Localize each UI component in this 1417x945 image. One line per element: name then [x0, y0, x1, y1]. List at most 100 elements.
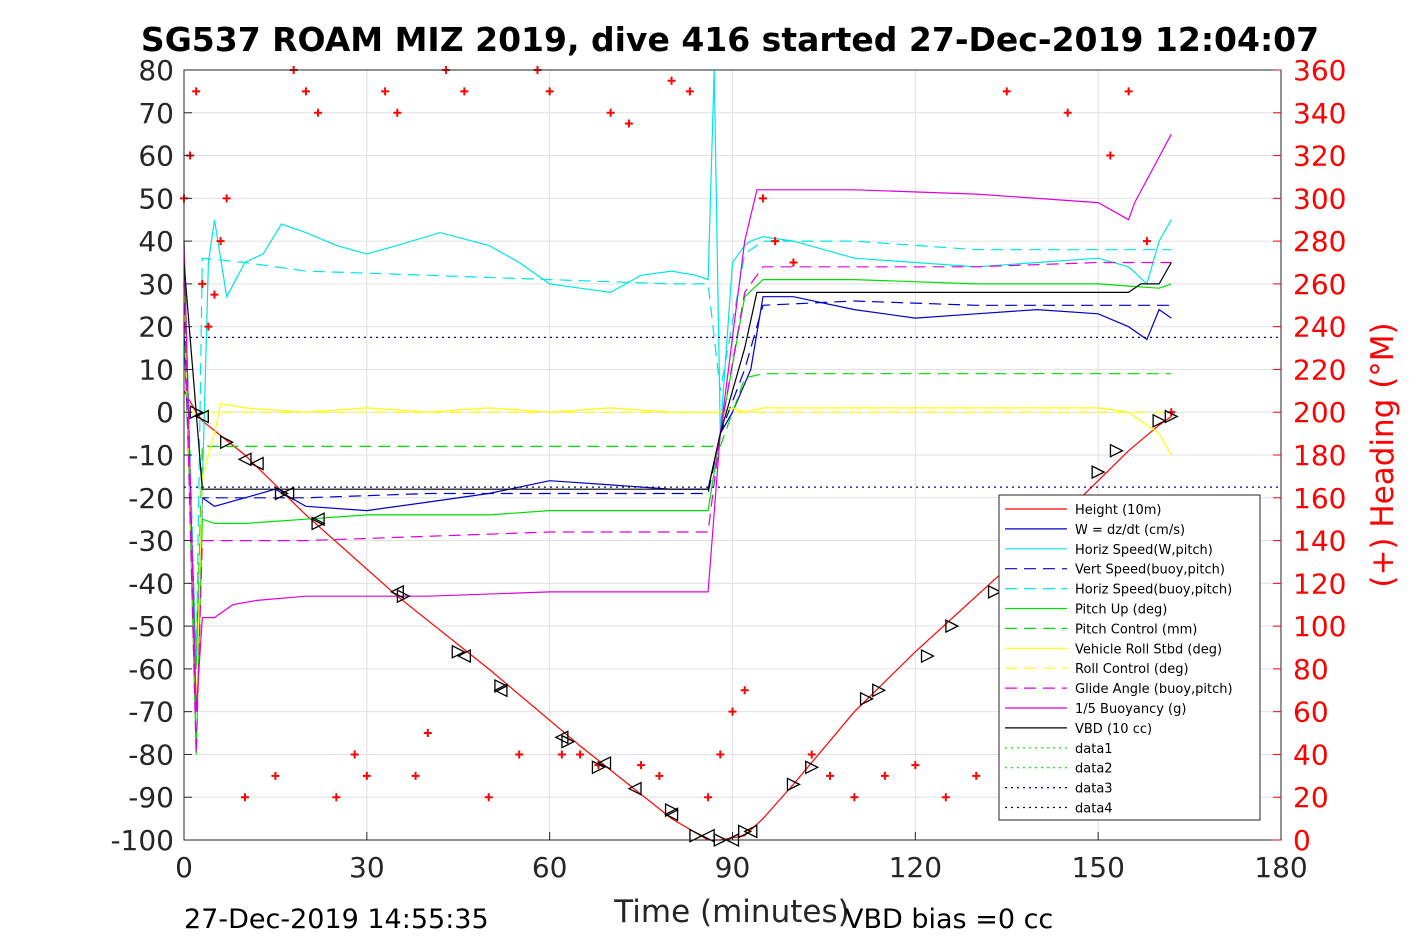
heading-marker: [198, 279, 207, 288]
right-tick-label: 340: [1293, 97, 1346, 130]
left-tick-label: 60: [138, 140, 174, 173]
right-tick-label: 100: [1293, 610, 1346, 643]
right-axis: 3603403203002802602402202001801601401201…: [1273, 54, 1346, 857]
heading-marker: [1063, 108, 1072, 117]
triangle-right-marker: [945, 619, 960, 634]
triangle-left-marker: [597, 755, 612, 771]
triangle-left-marker: [310, 512, 325, 527]
triangle-left-marker: [456, 649, 471, 664]
right-tick-label: 80: [1293, 653, 1329, 686]
heading-marker: [314, 108, 323, 117]
right-tick-label: 160: [1293, 482, 1346, 515]
triangle-left-marker: [194, 409, 209, 424]
triangle-left-marker: [664, 807, 679, 822]
right-tick-label: 40: [1293, 738, 1329, 771]
heading-marker: [545, 87, 554, 96]
right-tick-label: 120: [1293, 567, 1346, 600]
left-tick-label: -60: [128, 653, 174, 686]
right-tick-label: 200: [1293, 396, 1346, 429]
right-tick-label: 280: [1293, 225, 1346, 258]
legend-label: Horiz Speed(buoy,pitch): [1075, 583, 1232, 598]
triangle-right-marker: [738, 824, 753, 839]
left-tick-label: -80: [128, 738, 174, 771]
heading-marker: [350, 750, 359, 759]
heading-marker: [301, 87, 310, 96]
heading-marker: [362, 771, 371, 780]
heading-marker: [515, 750, 524, 759]
legend-label: VBD (10 cc): [1075, 722, 1152, 737]
right-tick-label: 180: [1293, 439, 1346, 472]
left-tick-label: 40: [138, 225, 174, 258]
triangle-right-marker: [311, 516, 326, 531]
triangle-right-marker: [396, 589, 411, 604]
series-line-2: [183, 69, 1172, 712]
heading-marker: [667, 76, 676, 85]
legend-label: Roll Control (deg): [1075, 662, 1189, 677]
heading-marker: [1106, 151, 1115, 160]
right-tick-label: 320: [1293, 140, 1346, 173]
heading-marker: [655, 771, 664, 780]
legend-label: 1/5 Buoyancy (g): [1075, 702, 1186, 717]
footer-vbd-bias: VBD bias =0 cc: [845, 904, 1053, 935]
heading-marker: [460, 87, 469, 96]
triangle-left-marker: [743, 824, 758, 839]
triangle-right-marker: [561, 734, 576, 749]
x-tick-label: 180: [1254, 851, 1307, 884]
heading-marker: [411, 771, 420, 780]
heading-marker: [789, 258, 798, 267]
right-tick-label: 360: [1293, 54, 1346, 87]
legend-label: data3: [1075, 782, 1113, 797]
triangle-right-marker: [872, 683, 887, 698]
triangle-right-marker: [859, 691, 875, 706]
heading-marker: [222, 194, 231, 203]
triangle-right-marker: [591, 760, 606, 775]
left-tick-label: 20: [138, 311, 174, 344]
x-tick-label: 0: [175, 851, 193, 884]
triangle-right-marker: [1164, 409, 1179, 424]
x-tick-label: 120: [889, 851, 942, 884]
triangle-right-marker: [451, 644, 466, 659]
triangle-left-marker: [493, 683, 508, 698]
left-tick-label: 30: [138, 268, 174, 301]
triangle-left-marker: [249, 456, 264, 471]
heading-marker: [704, 793, 713, 802]
triangle-left-marker: [280, 486, 295, 501]
right-tick-label: 140: [1293, 525, 1346, 558]
triangle-right-marker: [987, 584, 1003, 599]
heading-marker: [576, 750, 585, 759]
x-tick-label: 30: [349, 851, 385, 884]
triangle-right-marker: [805, 760, 820, 775]
right-axis-label: (+) Heading (°M): [1365, 322, 1401, 587]
x-axis: 0 30 60 90 120 150 180: [175, 832, 1308, 884]
left-tick-label: -40: [128, 567, 174, 600]
triangle-left-marker: [237, 452, 252, 467]
x-tick-label: 90: [715, 851, 751, 884]
left-tick-label: 50: [138, 182, 174, 215]
left-tick-label: 70: [138, 97, 174, 130]
heading-marker: [271, 771, 280, 780]
triangle-right-marker: [664, 803, 680, 818]
heading-marker: [240, 793, 249, 802]
legend-label: Pitch Up (deg): [1075, 603, 1167, 618]
heading-marker: [204, 322, 213, 331]
legend-label: data2: [1075, 762, 1113, 777]
heading-marker: [393, 108, 402, 117]
triangle-right-marker: [274, 486, 289, 501]
triangle-right-marker: [1091, 465, 1106, 480]
heading-marker: [381, 87, 390, 96]
series-line-4: [183, 240, 1172, 669]
heading-marker: [728, 707, 737, 716]
right-tick-label: 300: [1293, 182, 1346, 215]
triangle-right-marker: [1109, 443, 1124, 458]
heading-marker: [210, 290, 219, 299]
heading-marker: [880, 771, 889, 780]
legend-label: Glide Angle (buoy,pitch): [1075, 682, 1233, 697]
heading-marker: [771, 237, 780, 246]
heading-marker: [972, 771, 981, 780]
heading-marker: [1002, 87, 1011, 96]
right-tick-label: 0: [1293, 824, 1311, 857]
triangle-right-marker: [689, 828, 704, 843]
x-tick-label: 60: [532, 851, 568, 884]
triangle-right-marker: [494, 678, 509, 694]
